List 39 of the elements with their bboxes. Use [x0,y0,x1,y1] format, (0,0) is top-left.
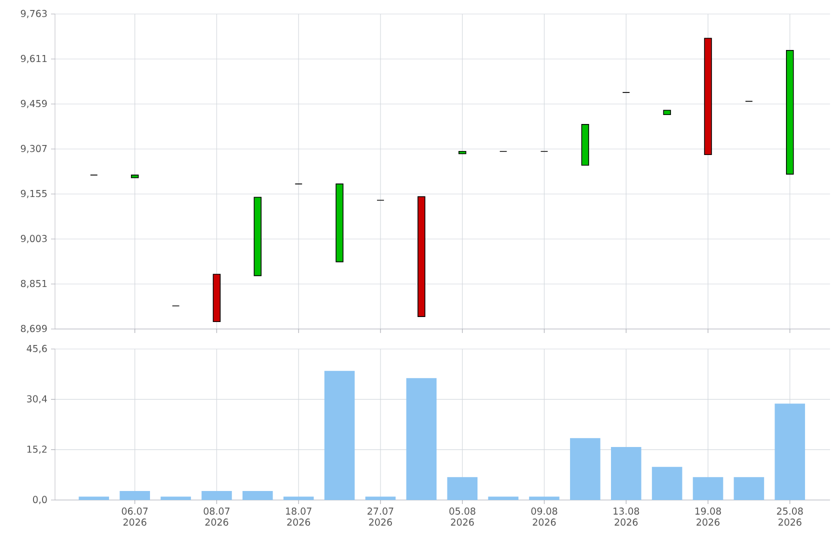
y-tick-label: 8,851 [20,280,47,288]
bar [610,447,642,500]
bar [734,477,764,500]
x-tick-label: 06.07 2026 [122,508,148,526]
bar [529,496,560,500]
y-tick-label: 8,699 [20,324,47,334]
x-tick-label: 13.08 2026 [614,508,640,526]
bar [78,496,110,500]
bar [202,491,232,500]
y-tick-label: 15,2 [27,446,47,454]
bar [160,496,191,500]
y-tick-label: 9,307 [20,144,47,154]
y-tick-label: 9,763 [20,10,47,18]
bar [120,491,150,500]
bar [365,496,396,500]
x-tick-label: 08.07 2026 [204,508,230,526]
y-tick-label: 9,155 [20,190,47,198]
y-tick-label: 9,459 [20,100,47,108]
bar [692,477,724,500]
bar [406,378,437,500]
bar [774,404,806,500]
bar [283,496,314,500]
bar [447,477,478,500]
bar [324,370,355,500]
bar [652,466,682,500]
x-tick-label: 09.08 2026 [531,508,558,526]
y-tick-label: 9,611 [20,54,47,64]
y-tick-label: 0,0 [32,496,47,504]
x-tick-label: 05.08 2026 [449,508,476,526]
bar [242,491,273,500]
x-tick-label: 18.07 2026 [286,508,312,526]
bar [488,496,518,500]
y-tick-label: 9,003 [20,234,47,244]
x-tick-label: 27.07 2026 [368,508,394,526]
x-tick-label: 25.08 2026 [776,508,803,526]
x-tick-label: 19.08 2026 [695,508,721,526]
y-tick-label: 30,4 [27,395,47,404]
bar [570,438,600,500]
y-tick-label: 45,6 [26,344,47,354]
